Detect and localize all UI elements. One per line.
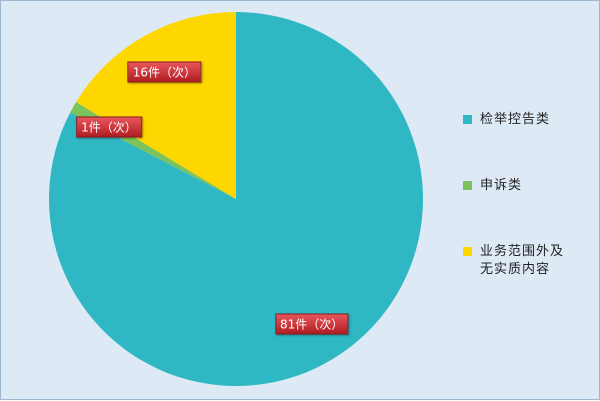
legend-item: 检举控告类	[463, 111, 583, 177]
legend-swatch	[463, 115, 472, 124]
data-label: 16件（次）	[127, 61, 202, 83]
legend-swatch	[463, 247, 472, 256]
legend-item: 业务范围外及无实质内容	[463, 243, 583, 309]
pie-slice	[49, 12, 424, 387]
data-label: 1件（次）	[76, 116, 142, 138]
pie-slice	[76, 12, 236, 199]
legend-item: 申诉类	[463, 177, 583, 243]
legend-label: 检举控告类	[480, 112, 551, 127]
legend-label: 申诉类	[480, 178, 523, 193]
legend: 检举控告类申诉类业务范围外及无实质内容	[463, 111, 583, 309]
legend-label: 业务范围外及无实质内容	[480, 244, 565, 277]
data-label: 81件（次）	[274, 313, 349, 335]
legend-swatch	[463, 181, 472, 190]
